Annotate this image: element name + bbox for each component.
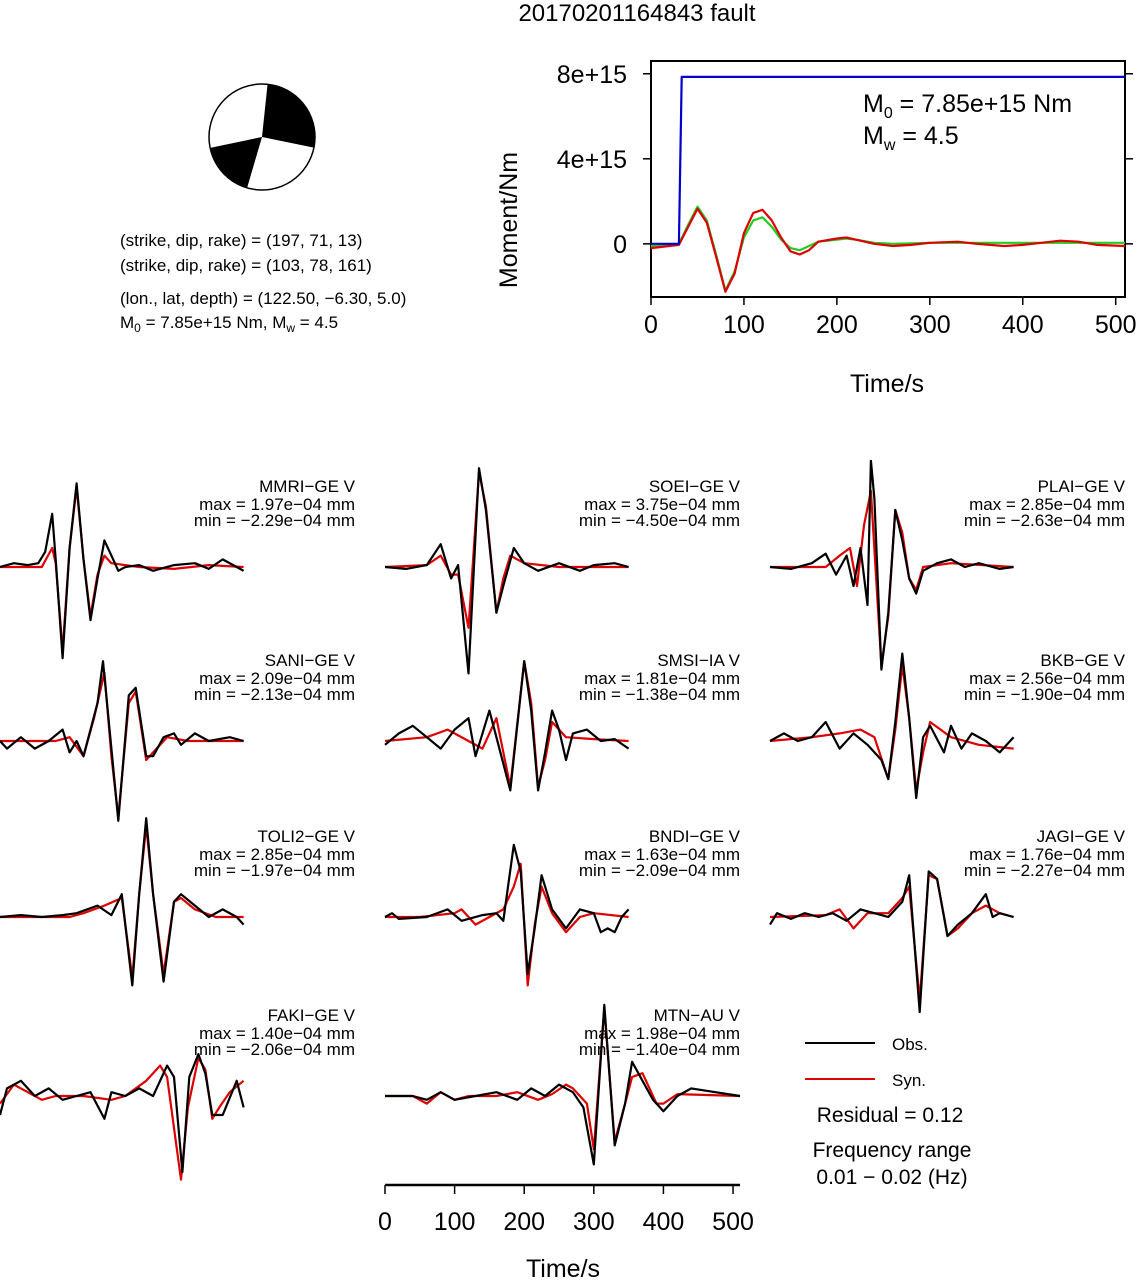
wave-xtick-label: 0	[378, 1208, 392, 1236]
station-name: SMSI−IA V	[657, 651, 740, 670]
waveform-obs-4	[384, 660, 630, 792]
moment-chart: 0 100 200 300 400 500 0 4e+15 8e+15 M0 = 7.85e+1…	[495, 60, 1137, 398]
station-min: min = −1.38e−04 mm	[578, 685, 740, 704]
station-name: SOEI−GE V	[648, 477, 740, 496]
station-name: BKB−GE V	[1040, 651, 1125, 670]
station-name: MMRI−GE V	[259, 477, 355, 496]
moment-xtick-label: 200	[816, 311, 858, 339]
moment-xtick-label: 300	[909, 311, 951, 339]
station-name: BNDI−GE V	[648, 827, 740, 846]
legend-obs-label: Obs.	[892, 1035, 928, 1054]
station-name: FAKI−GE V	[267, 1006, 355, 1025]
wave-xtick-label: 300	[573, 1208, 615, 1236]
location-text: (lon., lat, depth) = (122.50, −6.30, 5.0…	[120, 289, 407, 308]
residual-text: Residual = 0.12	[817, 1104, 964, 1127]
moment-xtick-label: 100	[723, 311, 765, 339]
moment-ytick-label: 0	[613, 231, 627, 259]
station-max: max = 3.75e−04 mm	[584, 495, 740, 514]
moment-series-red	[650, 207, 1126, 293]
station-min: min = −2.09e−04 mm	[578, 861, 740, 880]
waveform-obs-7	[384, 843, 630, 976]
legend-syn-label: Syn.	[892, 1071, 926, 1090]
waveform-obs-6	[0, 817, 245, 987]
waveform-obs-9	[0, 1053, 245, 1174]
wave-xtick-label: 200	[503, 1208, 545, 1236]
station-max: max = 1.63e−04 mm	[584, 845, 740, 864]
waveform-syn-8	[769, 874, 1014, 1002]
waveform-syn-5	[769, 663, 1014, 792]
waveform-obs-8	[769, 870, 1014, 1014]
page-title: 20170201164843 fault	[518, 0, 756, 27]
station-min: min = −2.63e−04 mm	[963, 511, 1125, 530]
waveform-syn-7	[385, 862, 629, 987]
moment-plot-frame	[650, 60, 1126, 298]
waveform-obs-0	[0, 482, 245, 660]
moment-xtick-label: 400	[1002, 311, 1044, 339]
waveform-obs-10	[385, 1003, 741, 1166]
waveform-syn-9	[0, 1056, 245, 1181]
frequency-label: Frequency range	[813, 1139, 972, 1162]
moment-xtick-label: 0	[644, 311, 658, 339]
m0-annotation: M0 = 7.85e+15 Nm	[863, 90, 1072, 122]
waveform-obs-3	[0, 660, 244, 822]
plane-2-text: (strike, dip, rake) = (103, 78, 161)	[120, 256, 372, 275]
waveform-obs-1	[384, 467, 629, 675]
station-max: max = 2.85e−04 mm	[199, 845, 355, 864]
station-max: max = 2.85e−04 mm	[969, 495, 1125, 514]
station-name: PLAI−GE V	[1037, 477, 1125, 496]
wave-xlabel: Time/s	[526, 1255, 600, 1281]
beachball-icon	[208, 83, 316, 191]
waveform-obs-5	[769, 652, 1015, 800]
station-max: max = 1.40e−04 mm	[199, 1024, 355, 1043]
mw-annotation: Mw = 4.5	[863, 122, 959, 154]
station-min: min = −4.50e−04 mm	[578, 511, 740, 530]
wave-xtick-label: 400	[643, 1208, 685, 1236]
station-max: max = 2.09e−04 mm	[199, 669, 355, 688]
wave-xtick-label: 100	[434, 1208, 476, 1236]
plane-1-text: (strike, dip, rake) = (197, 71, 13)	[120, 231, 363, 250]
station-min: min = −2.06e−04 mm	[193, 1040, 355, 1059]
magnitude-text: M0 = 7.85e+15 Nm, Mw = 4.5	[120, 313, 339, 335]
station-name: MTN−AU V	[653, 1006, 740, 1025]
station-min: min = −1.97e−04 mm	[193, 861, 355, 880]
moment-xlabel: Time/s	[850, 370, 924, 398]
station-min: min = −1.40e−04 mm	[578, 1040, 740, 1059]
station-min: min = −2.13e−04 mm	[193, 685, 355, 704]
wave-xtick-label: 500	[712, 1208, 754, 1236]
station-max: max = 1.81e−04 mm	[584, 669, 740, 688]
station-max: max = 1.98e−04 mm	[584, 1024, 740, 1043]
station-name: SANI−GE V	[264, 651, 355, 670]
station-min: min = −2.27e−04 mm	[963, 861, 1125, 880]
station-max: max = 2.56e−04 mm	[969, 669, 1125, 688]
moment-ytick-label: 4e+15	[557, 146, 627, 174]
station-name: JAGI−GE V	[1036, 827, 1125, 846]
waveform-obs-2	[769, 460, 1014, 671]
station-max: max = 1.76e−04 mm	[969, 845, 1125, 864]
station-min: min = −1.90e−04 mm	[963, 685, 1125, 704]
moment-xtick-label: 500	[1095, 311, 1137, 339]
frequency-range: 0.01 − 0.02 (Hz)	[816, 1166, 967, 1189]
moment-ytick-label: 8e+15	[557, 61, 627, 89]
moment-ylabel: Moment/Nm	[495, 152, 523, 288]
station-max: max = 1.97e−04 mm	[199, 495, 355, 514]
station-min: min = −2.29e−04 mm	[193, 511, 355, 530]
moment-series-cumulative	[651, 75, 1125, 245]
station-name: TOLI2−GE V	[257, 827, 355, 846]
waveform-panel: 0 100 200 300 400 500 Obs. Syn. Residual = 0.…	[0, 460, 1015, 1281]
